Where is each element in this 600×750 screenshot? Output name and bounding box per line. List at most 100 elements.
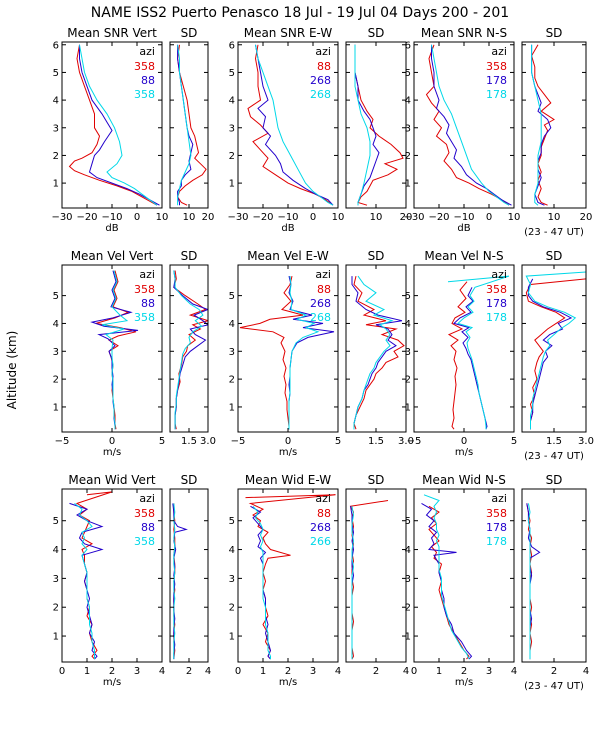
panel-vel-1: SD 1.5 3.0 xyxy=(169,249,216,447)
x-tick-label: 2 xyxy=(551,666,557,677)
series-line-blue xyxy=(79,44,160,206)
panel-snr-0: Mean SNR Vert 1 2 3 4 5 6 −30 −20 −10 0 10 dB azi 3588… xyxy=(51,26,168,234)
x-tick-label: 4 xyxy=(583,666,589,677)
y-tick-label: 4 xyxy=(405,96,411,107)
legend-header: azi xyxy=(315,45,331,58)
series-group xyxy=(245,494,336,660)
panel-snr-1: SD 10 20 xyxy=(169,26,215,223)
legend-entry: 88 xyxy=(317,283,331,296)
x-axis-unit: dB xyxy=(457,223,470,234)
series-line-blue xyxy=(173,270,208,430)
series-group xyxy=(447,275,510,430)
series-line-blue xyxy=(421,502,473,660)
y-tick-label: 1 xyxy=(405,402,411,413)
legend-entry: 358 xyxy=(486,60,507,73)
x-tick-label: 2 xyxy=(373,666,379,677)
legend-entry: 358 xyxy=(134,507,155,520)
x-tick-label: 5 xyxy=(511,436,517,447)
x-tick-label: 0 xyxy=(109,436,115,447)
x-tick-label: −20 xyxy=(428,212,449,223)
y-tick-label: 2 xyxy=(405,603,411,614)
x-axis-unit: m/s xyxy=(279,447,297,458)
series-line-cyan xyxy=(531,44,542,206)
y-axis-label: Altitude (km) xyxy=(5,331,19,410)
x-tick-label: 20 xyxy=(400,212,413,223)
legend-entry: 88 xyxy=(141,74,155,87)
series-line-cyan xyxy=(101,270,129,430)
x-tick-label: 1.5 xyxy=(546,436,562,447)
series-group xyxy=(239,275,335,430)
y-tick-label: 6 xyxy=(405,40,411,51)
series-line-red xyxy=(177,44,207,206)
x-tick-label: 3 xyxy=(134,666,140,677)
x-tick-label: 0 xyxy=(310,212,316,223)
legend-entry: 358 xyxy=(486,507,507,520)
legend-entry: 88 xyxy=(141,521,155,534)
y-tick-label: 2 xyxy=(405,375,411,386)
x-tick-label: 10 xyxy=(548,212,561,223)
y-tick-label: 3 xyxy=(229,347,235,358)
y-tick-label: 1 xyxy=(405,179,411,190)
x-tick-label: 1 xyxy=(260,666,266,677)
panel-title: SD xyxy=(181,26,198,40)
series-line-cyan xyxy=(353,275,394,430)
panel-wid-5: SD 2 4 (23 - 47 UT) xyxy=(521,473,589,692)
y-tick-label: 3 xyxy=(53,574,59,585)
legend-entry: 358 xyxy=(134,311,155,324)
series-line-red xyxy=(425,44,510,206)
panel-title: SD xyxy=(368,26,385,40)
legend-entry: 358 xyxy=(134,88,155,101)
legend-entry: 88 xyxy=(317,60,331,73)
y-tick-label: 5 xyxy=(405,291,411,302)
series-line-red xyxy=(447,281,468,430)
panel-snr-3: SD 10 20 xyxy=(345,26,413,223)
x-tick-label: 20 xyxy=(580,212,593,223)
panel-title: SD xyxy=(546,473,563,487)
x-tick-label: 20 xyxy=(202,212,215,223)
series-line-red xyxy=(354,44,404,206)
y-tick-label: 1 xyxy=(229,402,235,413)
panel-title: Mean Wid Vert xyxy=(68,473,155,487)
panel-wid-3: SD 2 4 xyxy=(345,473,409,677)
x-tick-label: −30 xyxy=(51,212,72,223)
x-tick-label: 0 xyxy=(411,666,417,677)
series-line-blue xyxy=(527,278,573,430)
series-line-cyan xyxy=(252,505,271,660)
legend-entry: 178 xyxy=(486,74,507,87)
panel-title: SD xyxy=(368,249,385,263)
series-line-cyan xyxy=(288,276,320,430)
y-tick-label: 3 xyxy=(405,574,411,585)
x-tick-label: 10 xyxy=(156,212,169,223)
y-tick-label: 5 xyxy=(53,516,59,527)
series-group xyxy=(177,44,207,206)
y-tick-label: 4 xyxy=(53,545,59,556)
x-axis-unit: m/s xyxy=(455,447,473,458)
panel-frame xyxy=(169,488,209,663)
x-tick-label: 5 xyxy=(159,436,165,447)
y-tick-label: 3 xyxy=(229,574,235,585)
y-tick-label: 1 xyxy=(229,179,235,190)
figure-title: NAME ISS2 Puerto Penasco 18 Jul - 19 Jul… xyxy=(91,5,509,21)
x-tick-label: 10 xyxy=(370,212,383,223)
series-line-cyan xyxy=(431,44,510,206)
panel-title: Mean SNR Vert xyxy=(67,26,157,40)
y-tick-label: 6 xyxy=(53,40,59,51)
series-line-cyan xyxy=(527,503,531,660)
x-axis-unit: m/s xyxy=(279,677,297,688)
series-group xyxy=(425,44,512,206)
ut-range-note: (23 - 47 UT) xyxy=(524,681,584,692)
y-tick-label: 4 xyxy=(229,96,235,107)
x-tick-label: 1 xyxy=(84,666,90,677)
x-tick-label: 0 xyxy=(461,436,467,447)
x-tick-label: 3.0 xyxy=(578,436,594,447)
panel-vel-5: SD 1.5 3.0 (23 - 47 UT) xyxy=(521,249,594,462)
y-tick-label: 6 xyxy=(229,40,235,51)
series-line-cyan xyxy=(177,44,192,206)
legend-entry: 178 xyxy=(486,535,507,548)
panel-wid-1: SD 2 4 xyxy=(169,473,211,677)
x-tick-label: −20 xyxy=(252,212,273,223)
y-tick-label: 2 xyxy=(53,375,59,386)
